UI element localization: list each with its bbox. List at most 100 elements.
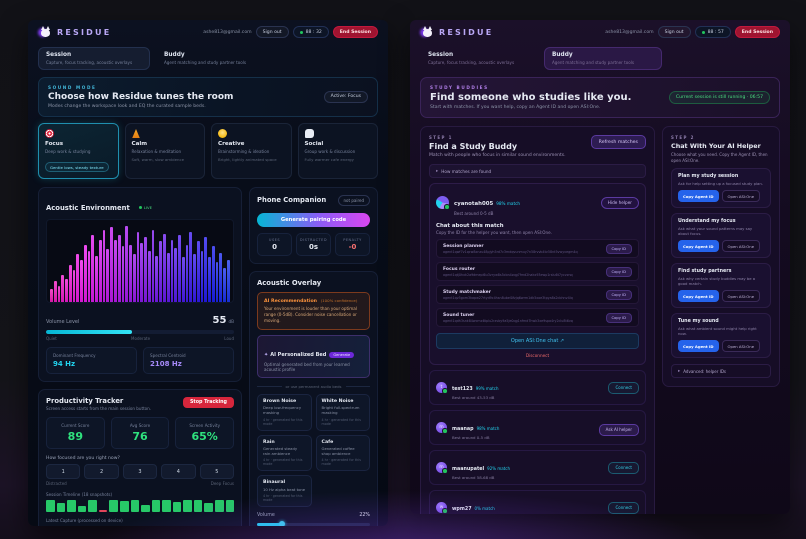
ai-personalized-bed-card[interactable]: ✦ AI Personalized Bed Generate Optimal gen… bbox=[257, 334, 370, 378]
panel-title: Acoustic Overlay bbox=[257, 279, 322, 287]
mode-card[interactable]: Social Group work & discussion Fully war… bbox=[297, 123, 378, 179]
mode-card[interactable]: Calm Relaxation & meditation Soft, warm,… bbox=[124, 123, 205, 179]
productivity-stat: Current Score 89 bbox=[46, 417, 105, 449]
generate-badge[interactable]: Generate bbox=[329, 351, 355, 358]
end-session-button[interactable]: End Session bbox=[332, 26, 378, 38]
match-percent: 98% match bbox=[476, 426, 500, 431]
refresh-matches-button[interactable]: Refresh matches bbox=[590, 135, 646, 149]
tab-buddy[interactable]: Buddy Agent matching and study partner t… bbox=[164, 52, 247, 65]
match-percent: 98% match bbox=[496, 201, 521, 206]
mode-card[interactable]: Focus Deep work & studying Gentle lows, … bbox=[38, 123, 119, 179]
focus-rating-buttons: 1 2 3 4 5 bbox=[46, 464, 234, 479]
copy-id-button[interactable]: Copy ID bbox=[605, 243, 632, 254]
audio-bed-card[interactable]: Rain Generated steady rain ambience 4 hr… bbox=[257, 434, 312, 472]
open-asione-button[interactable]: Open ASI:One bbox=[721, 290, 761, 303]
brand-title: RESIDUE bbox=[439, 27, 494, 37]
study-buddies-hero: STUDY BUDDIES Find someone who studies l… bbox=[420, 76, 780, 118]
open-asione-button[interactable]: Open ASI:One bbox=[721, 190, 761, 202]
brand: RESIDUE bbox=[420, 26, 493, 38]
app-header: RESIDUE ashe813@gmail.com Sign out 88 : … bbox=[28, 20, 388, 42]
spectrum-bar bbox=[144, 236, 147, 302]
tab-session[interactable]: Session Capture, focus tracking, acousti… bbox=[38, 47, 150, 70]
ai-recommendation-box: AI Recommendation (100% confidence) Your… bbox=[257, 292, 370, 330]
phone-companion-panel: Phone Companion not paired Generate pair… bbox=[249, 186, 378, 264]
timeline-block bbox=[77, 506, 87, 512]
mode-icon bbox=[132, 129, 140, 138]
hide-helper-button[interactable]: Hide helper bbox=[600, 196, 639, 209]
focus-rating-button[interactable]: 2 bbox=[84, 464, 119, 479]
overlay-volume-slider[interactable] bbox=[257, 521, 370, 526]
timeline-block bbox=[88, 500, 97, 512]
focus-rating-button[interactable]: 5 bbox=[199, 464, 234, 479]
acoustic-overlay-panel: Acoustic Overlay AI Recommendation (100%… bbox=[249, 271, 378, 526]
audio-bed-card[interactable]: White Noise Bright full-spectrum masking… bbox=[315, 393, 370, 431]
tab-session[interactable]: Session Capture, focus tracking, acousti… bbox=[428, 52, 515, 65]
match-action-button[interactable]: Connect bbox=[608, 461, 639, 474]
match-action-button[interactable]: Connect bbox=[608, 381, 639, 394]
phone-stat: PENALTY -0 bbox=[335, 232, 370, 256]
match-name: cyanotah005 bbox=[454, 201, 494, 207]
spectrum-bar bbox=[211, 246, 215, 302]
sign-out-button[interactable]: Sign out bbox=[657, 26, 691, 38]
focus-rating-button[interactable]: 3 bbox=[122, 464, 158, 479]
match-name: wpm27 bbox=[452, 507, 472, 512]
end-session-button[interactable]: End Session bbox=[734, 26, 780, 38]
how-matches-found-toggle[interactable]: ▸ How matches are found bbox=[429, 164, 646, 178]
spectrum-bars bbox=[46, 218, 234, 303]
open-asione-button[interactable]: Open ASI:One bbox=[721, 340, 761, 353]
copy-id-button[interactable]: Copy ID bbox=[605, 312, 632, 323]
brand-title: RESIDUE bbox=[57, 27, 112, 37]
copy-id-button[interactable]: Copy ID bbox=[605, 266, 632, 277]
spectrum-bar bbox=[65, 279, 68, 302]
mode-badge: Gentle lows, steady texture bbox=[45, 162, 109, 172]
mode-card[interactable]: Creative Brainstorming & ideation Bright… bbox=[211, 123, 292, 179]
match-range: Best around 43-53 dB bbox=[452, 395, 495, 400]
disconnect-link[interactable]: Disconnect bbox=[525, 353, 550, 358]
spectrum-bar bbox=[53, 280, 57, 302]
tab-buddy[interactable]: Buddy Agent matching and study partner t… bbox=[544, 47, 662, 70]
mode-icon bbox=[45, 129, 54, 138]
match-name: maanap bbox=[452, 427, 474, 432]
spectrum-bar bbox=[68, 265, 72, 302]
mode-badge: Fully warmer cafe energy bbox=[304, 156, 354, 162]
focus-rating-button[interactable]: 1 bbox=[46, 464, 81, 479]
audio-bed-card[interactable]: Brown Noise Deep low-frequency masking 4… bbox=[257, 393, 312, 431]
copy-id-button[interactable]: Copy ID bbox=[605, 289, 632, 300]
audio-bed-card[interactable]: Cafe Generated coffee shop ambience 4 hr… bbox=[315, 434, 370, 472]
spectrum-bar bbox=[200, 250, 204, 302]
focus-rating-button[interactable]: 4 bbox=[161, 464, 196, 479]
copy-agent-id-button[interactable]: Copy Agent ID bbox=[678, 240, 719, 253]
match-action-button[interactable]: Connect bbox=[608, 501, 639, 514]
timeline-block bbox=[162, 500, 171, 512]
copy-agent-id-button[interactable]: Copy Agent ID bbox=[678, 290, 719, 303]
spectrum-bar bbox=[72, 269, 76, 302]
find-study-buddy-panel: STEP 1 Find a Study Buddy Match with peo… bbox=[420, 126, 655, 514]
agent-id: agent1qtj0hxk2a9dmepl6u3vryw8s5cbn4zqg7f… bbox=[443, 272, 573, 277]
timeline-block bbox=[141, 505, 150, 512]
overlay-volume-value: 22% bbox=[359, 512, 370, 518]
copy-agent-id-button[interactable]: Copy Agent ID bbox=[678, 340, 719, 353]
helper-agent-row: Session planner agent1qwf7v1qcw8xnzu48pj… bbox=[436, 239, 639, 258]
timer-dot-icon bbox=[701, 30, 705, 34]
slider-thumb[interactable] bbox=[278, 521, 285, 526]
match-action-button[interactable]: Ask AI helper bbox=[598, 423, 639, 436]
avatar: w bbox=[436, 502, 448, 514]
spectrum-bar bbox=[159, 241, 162, 302]
copy-agent-id-button[interactable]: Copy Agent ID bbox=[678, 190, 719, 202]
productivity-stat: Avg Score 76 bbox=[110, 417, 170, 449]
sign-out-button[interactable]: Sign out bbox=[255, 26, 289, 38]
phone-stat: USES 0 bbox=[257, 232, 292, 256]
advanced-helper-ids-toggle[interactable]: ▸ Advanced: helper IDs bbox=[671, 364, 771, 379]
open-asione-button[interactable]: Open ASI:One bbox=[721, 240, 761, 253]
generate-pairing-code-button[interactable]: Generate pairing code bbox=[257, 212, 370, 227]
caret-icon: ▸ bbox=[436, 168, 439, 174]
spectrum-bar bbox=[117, 235, 121, 302]
beds-divider: or use permanent audio beds bbox=[257, 384, 370, 389]
residue-cat-logo-icon bbox=[38, 26, 52, 38]
session-timer: 88 : 57 bbox=[694, 26, 731, 38]
audio-bed-card[interactable]: Binaural 10 Hz alpha beat tone 4 hr · ge… bbox=[257, 475, 312, 507]
acoustic-environment-panel: Acoustic Environment LIVE Volume Level 5… bbox=[38, 186, 242, 382]
stop-tracking-button[interactable]: Stop Tracking bbox=[182, 396, 234, 408]
open-asione-chat-button[interactable]: Open ASI:One chat ↗ bbox=[436, 333, 639, 349]
sparkle-icon: ✦ bbox=[264, 351, 269, 358]
